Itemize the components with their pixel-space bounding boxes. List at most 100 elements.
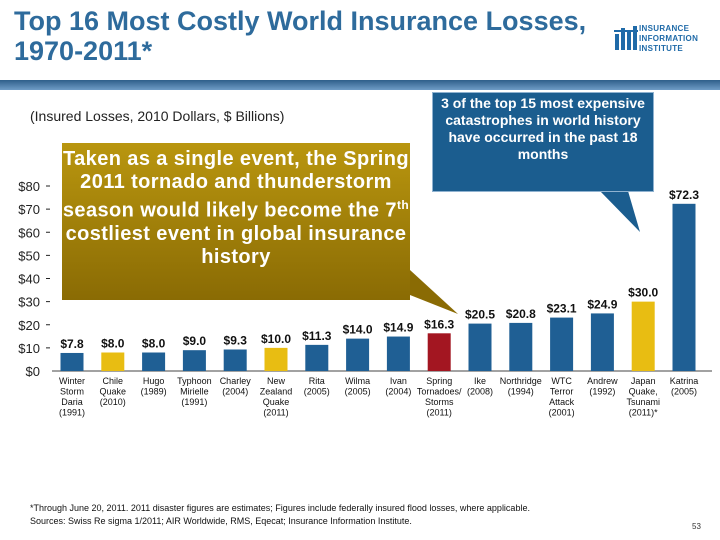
x-tick-label: Charley xyxy=(220,376,252,386)
bar-value-label: $24.9 xyxy=(587,297,617,311)
y-tick-label: $70 xyxy=(18,202,40,217)
bar-value-label: $8.0 xyxy=(142,337,166,351)
bar xyxy=(182,350,206,371)
callout-pointers xyxy=(410,191,640,314)
bar-value-label: $30.0 xyxy=(628,286,658,300)
bar xyxy=(427,333,451,371)
x-tick-label: Katrina xyxy=(670,376,699,386)
x-tick-label: Winter xyxy=(59,376,85,386)
x-tick-label: Typhoon xyxy=(177,376,212,386)
callout-three-catastrophes: 3 of the top 15 most expensive catastrop… xyxy=(432,92,654,192)
x-tick-label: (2004) xyxy=(385,387,411,397)
callout-right-pointer xyxy=(600,191,640,232)
callout-left-tail: costliest event in global insurance hist… xyxy=(65,222,407,268)
x-tick-label: Tsunami xyxy=(626,397,660,407)
x-tick-label: Mirielle xyxy=(180,387,209,397)
x-tick-label: Quake xyxy=(100,387,127,397)
footnote-line-2: Sources: Swiss Re sigma 1/2011; AIR Worl… xyxy=(30,516,412,526)
bar-value-label: $11.3 xyxy=(302,329,332,343)
bar xyxy=(264,347,288,371)
bar xyxy=(468,323,492,371)
y-tick-label: $50 xyxy=(18,248,40,263)
x-tick-label: Ivan xyxy=(390,376,407,386)
bar xyxy=(631,301,655,371)
footnote: *Through June 20, 2011. 2011 disaster fi… xyxy=(30,502,690,528)
y-tick-label: $60 xyxy=(18,225,40,240)
callout-left-main: Taken as a single event, the Spring 2011… xyxy=(62,148,409,222)
x-tick-label: Japan xyxy=(631,376,656,386)
x-tick-label: (2008) xyxy=(467,387,493,397)
x-tick-label: Northridge xyxy=(500,376,542,386)
x-tick-label: (1992) xyxy=(589,387,615,397)
logo-line-2: INFORMATION xyxy=(639,34,699,43)
bar xyxy=(60,352,84,371)
bar-value-label: $20.5 xyxy=(465,308,495,322)
y-tick-label: $20 xyxy=(18,318,40,333)
bar-value-label: $9.3 xyxy=(224,333,248,347)
bar xyxy=(223,349,247,371)
x-tick-label: (2001) xyxy=(549,408,575,418)
x-tick-label: Rita xyxy=(309,376,325,386)
bar-value-label: $8.0 xyxy=(101,337,125,351)
bar-value-label: $72.3 xyxy=(669,188,699,202)
x-tick-label: WTC xyxy=(551,376,572,386)
x-tick-label: (2005) xyxy=(345,387,371,397)
bar-value-label: $16.3 xyxy=(424,317,454,331)
bar-value-label: $9.0 xyxy=(183,334,207,348)
x-tick-label: Andrew xyxy=(587,376,618,386)
bar xyxy=(305,344,329,371)
x-tick-label: New xyxy=(267,376,286,386)
x-tick-label: Storm xyxy=(60,387,84,397)
x-tick-label: (2011) xyxy=(263,408,288,418)
bar xyxy=(346,338,370,371)
x-tick-label: Zealand xyxy=(260,387,293,397)
y-tick-label: $0 xyxy=(26,364,40,379)
y-tick-label: $80 xyxy=(18,179,40,194)
bar xyxy=(101,352,125,371)
x-tick-label: Wilma xyxy=(345,376,370,386)
y-tick-label: $10 xyxy=(18,341,40,356)
bar xyxy=(386,336,410,371)
y-tick-label: $40 xyxy=(18,272,40,287)
x-tick-label: Attack xyxy=(549,397,575,407)
bar-value-label: $10.0 xyxy=(261,332,291,346)
bar xyxy=(550,317,574,371)
logo-line-3: INSTITUTE xyxy=(639,44,684,53)
bar-value-label: $7.8 xyxy=(60,337,84,351)
x-tick-label: Terror xyxy=(550,387,574,397)
x-tick-label: (1991) xyxy=(59,408,85,418)
x-tick-label: Ike xyxy=(474,376,486,386)
bar xyxy=(672,203,696,371)
x-tick-label: (1991) xyxy=(181,397,207,407)
x-tick-label: (2005) xyxy=(671,387,697,397)
bar-chart: $0$10$20$30$40$50$60$70$80$7.8WinterStor… xyxy=(18,179,712,418)
bar xyxy=(142,352,166,371)
x-tick-label: (2005) xyxy=(304,387,330,397)
bar xyxy=(590,313,614,371)
x-tick-label: Quake xyxy=(263,397,290,407)
x-tick-label: (2004) xyxy=(222,387,248,397)
x-tick-label: (1994) xyxy=(508,387,534,397)
bar-value-label: $20.8 xyxy=(506,307,536,321)
chart-subtitle: (Insured Losses, 2010 Dollars, $ Billion… xyxy=(30,108,285,124)
x-tick-label: (2010) xyxy=(100,397,126,407)
bar xyxy=(509,322,533,371)
x-tick-label: Tornadoes/ xyxy=(417,387,462,397)
callout-left-pointer xyxy=(410,270,458,314)
x-tick-label: Chile xyxy=(103,376,124,386)
x-tick-label: Storms xyxy=(425,397,454,407)
x-tick-label: Hugo xyxy=(143,376,165,386)
y-tick-label: $30 xyxy=(18,295,40,310)
logo-line-1: INSURANCE xyxy=(639,24,690,33)
title-divider xyxy=(0,80,720,90)
callout-spring-tornado: Taken as a single event, the Spring 2011… xyxy=(62,143,410,300)
bar-value-label: $14.0 xyxy=(343,323,373,337)
callout-left-sup: th xyxy=(396,198,410,212)
x-tick-label: Daria xyxy=(61,397,83,407)
x-tick-label: (2011) xyxy=(427,408,452,418)
iii-logo: INSURANCE INFORMATION INSTITUTE xyxy=(614,22,714,62)
page-number: 53 xyxy=(692,522,701,531)
bar-value-label: $23.1 xyxy=(547,302,577,316)
bar-value-label: $14.9 xyxy=(383,321,413,335)
x-tick-label: (1989) xyxy=(141,387,167,397)
